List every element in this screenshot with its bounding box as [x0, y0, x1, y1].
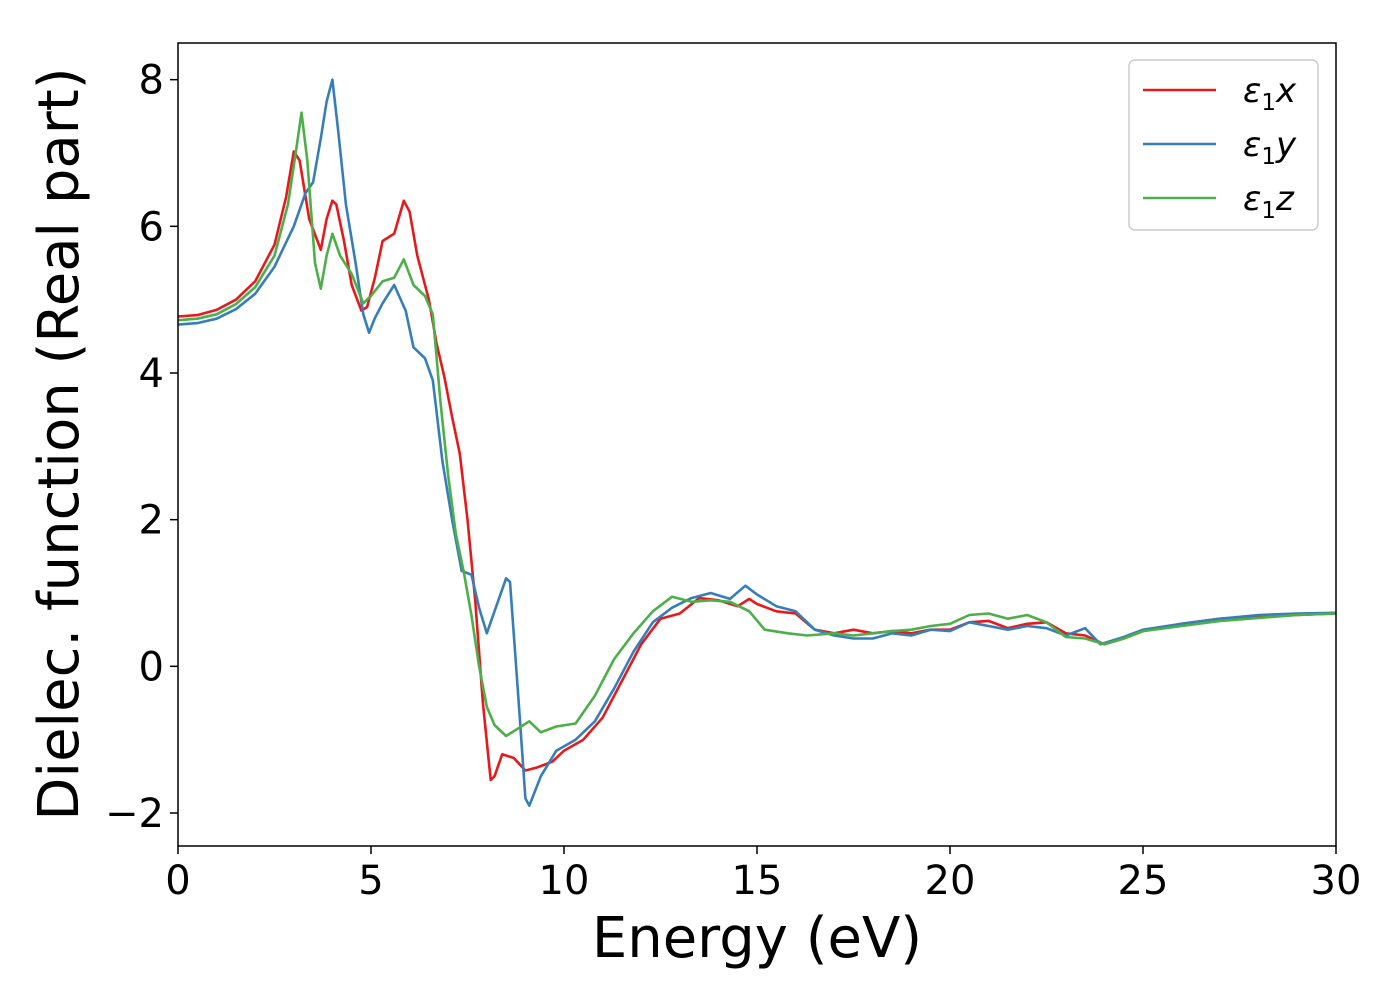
- y-tick-label: 4: [139, 351, 164, 397]
- legend: ε1x ε1y ε1z: [1128, 59, 1319, 231]
- x-tick-label: 5: [358, 858, 383, 904]
- x-tick-label: 0: [165, 858, 190, 904]
- y-tick-label: 2: [139, 498, 164, 544]
- x-axis: 0 5 10 15 20 25 30: [165, 846, 1361, 904]
- plot-lines: [177, 78, 1337, 808]
- y-axis-label: Dielec. function (Real part): [27, 67, 92, 820]
- y-tick-label: 0: [139, 644, 164, 690]
- x-tick-label: 15: [732, 858, 783, 904]
- legend-label-y: ε1y: [1243, 125, 1297, 170]
- legend-box: [1128, 59, 1319, 231]
- legend-label-x: ε1x: [1243, 71, 1297, 116]
- series-line-y: [177, 78, 1337, 808]
- x-tick-label: 25: [1118, 858, 1169, 904]
- x-tick-label: 10: [539, 858, 590, 904]
- legend-label-z: ε1z: [1243, 179, 1295, 224]
- y-axis: −2 0 2 4 6 8: [105, 58, 178, 837]
- x-tick-label: 20: [925, 858, 976, 904]
- y-tick-label: 6: [139, 204, 164, 250]
- y-tick-label: 8: [139, 58, 164, 104]
- series-line-z: [177, 111, 1337, 738]
- series-line-x: [177, 150, 1337, 782]
- legend-items: ε1x ε1y ε1z: [1143, 71, 1297, 224]
- x-tick-label: 30: [1311, 858, 1362, 904]
- x-axis-label: Energy (eV): [592, 906, 922, 971]
- y-tick-label: −2: [105, 791, 164, 837]
